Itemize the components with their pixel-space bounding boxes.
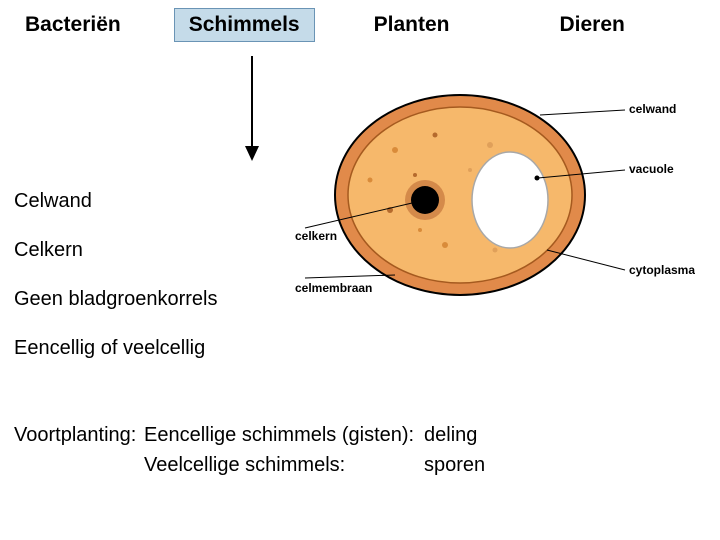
tab-bacterien[interactable]: Bacteriën — [10, 8, 136, 42]
list-item: Eencellig of veelcellig — [14, 337, 217, 360]
reproduction-left: Veelcellige schimmels: — [144, 450, 424, 480]
tab-dieren[interactable]: Dieren — [544, 8, 639, 42]
reproduction-right: deling — [424, 420, 524, 450]
reproduction-right: sporen — [424, 450, 524, 480]
label-celkern: celkern — [295, 229, 337, 243]
down-arrow-icon — [242, 56, 262, 171]
label-cytoplasma: cytoplasma — [629, 263, 695, 277]
list-item: Celwand — [14, 190, 217, 213]
vacuole — [472, 152, 548, 248]
cell-diagram: celkern celmembraan celwand vacuole cyto… — [295, 80, 695, 310]
tab-schimmels[interactable]: Schimmels — [174, 8, 315, 42]
reproduction-block: Voortplanting: Eencellige schimmels (gis… — [14, 420, 524, 480]
list-item: Celkern — [14, 239, 217, 262]
tab-row: Bacteriën Schimmels Planten Dieren — [0, 0, 720, 42]
feature-list: Celwand Celkern Geen bladgroenkorrels Ee… — [14, 190, 217, 386]
list-item: Geen bladgroenkorrels — [14, 288, 217, 311]
reproduction-left: Eencellige schimmels (gisten): — [144, 420, 424, 450]
label-celmembraan: celmembraan — [295, 281, 372, 295]
label-celwand: celwand — [629, 102, 676, 116]
label-vacuole: vacuole — [629, 162, 674, 176]
tab-planten[interactable]: Planten — [359, 8, 465, 42]
reproduction-label: Voortplanting: — [14, 420, 144, 450]
